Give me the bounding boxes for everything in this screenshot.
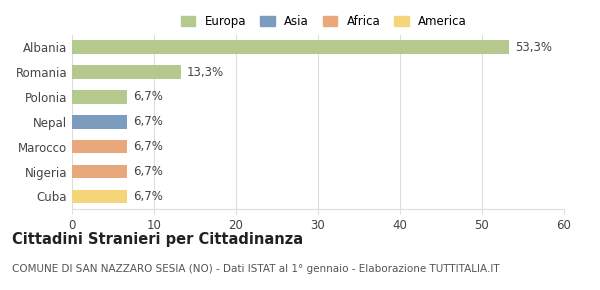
Text: 13,3%: 13,3% <box>187 66 224 79</box>
Bar <box>72 90 127 104</box>
Text: 6,7%: 6,7% <box>133 115 163 128</box>
Text: 53,3%: 53,3% <box>515 41 552 54</box>
Bar <box>72 65 181 79</box>
Bar <box>72 140 127 153</box>
Bar <box>72 115 127 129</box>
Text: 6,7%: 6,7% <box>133 90 163 104</box>
Bar <box>72 165 127 178</box>
Text: Cittadini Stranieri per Cittadinanza: Cittadini Stranieri per Cittadinanza <box>12 232 303 247</box>
Bar <box>72 190 127 203</box>
Text: 6,7%: 6,7% <box>133 140 163 153</box>
Text: COMUNE DI SAN NAZZARO SESIA (NO) - Dati ISTAT al 1° gennaio - Elaborazione TUTTI: COMUNE DI SAN NAZZARO SESIA (NO) - Dati … <box>12 264 500 274</box>
Text: 6,7%: 6,7% <box>133 190 163 203</box>
Bar <box>72 40 509 54</box>
Legend: Europa, Asia, Africa, America: Europa, Asia, Africa, America <box>178 12 470 32</box>
Text: 6,7%: 6,7% <box>133 165 163 178</box>
